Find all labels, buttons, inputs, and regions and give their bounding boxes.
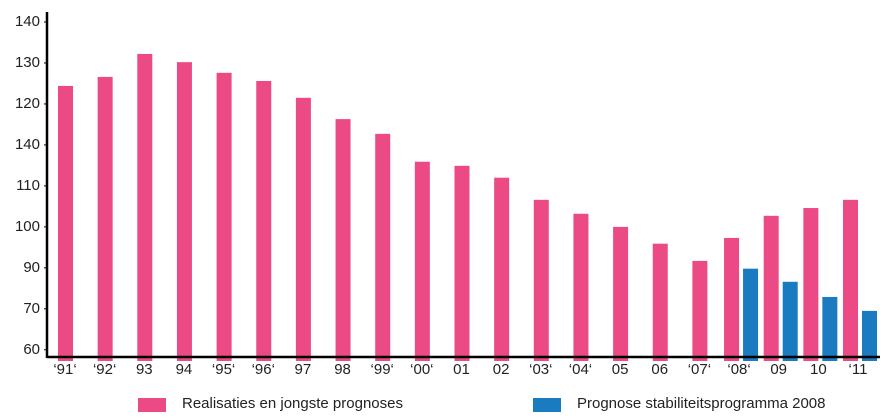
x-tick-label: 94 bbox=[176, 361, 193, 378]
bar bbox=[782, 281, 798, 361]
bar bbox=[862, 310, 877, 361]
x-tick-label: ‘92‘ bbox=[93, 361, 116, 378]
x-tick-label: 97 bbox=[295, 361, 312, 378]
legend-swatch bbox=[138, 398, 166, 412]
y-tick-label: 140 bbox=[15, 136, 40, 153]
x-tick-label: 09 bbox=[770, 361, 787, 378]
bar bbox=[494, 177, 510, 361]
bar bbox=[137, 53, 153, 362]
x-tick-label: ‘95‘ bbox=[212, 361, 235, 378]
y-tick-label: 100 bbox=[15, 218, 40, 235]
x-tick-label: 10 bbox=[810, 361, 827, 378]
bar bbox=[652, 243, 668, 361]
x-tick-label: 06 bbox=[651, 361, 668, 378]
bar bbox=[414, 161, 430, 361]
x-tick-label: ‘04‘ bbox=[569, 361, 592, 378]
bar bbox=[335, 119, 351, 361]
bar bbox=[58, 85, 73, 362]
x-tick-label: 02 bbox=[493, 361, 510, 378]
bar bbox=[454, 165, 470, 361]
x-tick-label: 93 bbox=[136, 361, 153, 378]
bar bbox=[613, 226, 629, 361]
bar bbox=[763, 215, 779, 361]
x-tick-label: ‘00‘ bbox=[410, 361, 433, 378]
x-tick-label: 05 bbox=[612, 361, 629, 378]
bar bbox=[533, 199, 549, 361]
bar bbox=[375, 133, 391, 361]
x-tick-label: ‘96‘ bbox=[252, 361, 275, 378]
bar bbox=[295, 97, 311, 362]
bar bbox=[97, 76, 113, 361]
y-tick-label: 70 bbox=[23, 300, 40, 317]
legend-label: Prognose stabiliteitsprogramma 2008 bbox=[577, 395, 825, 412]
bar bbox=[724, 237, 740, 361]
bar bbox=[256, 81, 272, 361]
x-tick-label: 98 bbox=[334, 361, 351, 378]
bar bbox=[573, 213, 589, 361]
bar bbox=[803, 208, 819, 361]
x-tick-label: ‘91‘ bbox=[53, 361, 76, 378]
y-tick-label: 130 bbox=[15, 54, 40, 71]
bar bbox=[692, 260, 708, 361]
y-tick-label: 140 bbox=[15, 13, 40, 30]
bar bbox=[743, 268, 759, 361]
bar bbox=[216, 72, 232, 361]
y-tick-label: 90 bbox=[23, 259, 40, 276]
y-tick-label: 120 bbox=[15, 95, 40, 112]
x-tick-label: ‘11 bbox=[849, 361, 868, 378]
bar bbox=[176, 62, 192, 361]
y-tick-label: 60 bbox=[23, 341, 40, 358]
x-tick-label: ‘08‘ bbox=[727, 361, 750, 378]
x-tick-label: 01 bbox=[453, 361, 470, 378]
x-tick-label: ‘99‘ bbox=[371, 361, 394, 378]
y-tick-label: 110 bbox=[16, 177, 40, 194]
bar bbox=[843, 199, 858, 361]
legend-label: Realisaties en jongste prognoses bbox=[182, 395, 403, 412]
legend-swatch bbox=[533, 398, 561, 412]
x-tick-label: ‘07‘ bbox=[688, 361, 711, 378]
x-tick-label: ‘03‘ bbox=[529, 361, 552, 378]
bar bbox=[822, 296, 838, 361]
